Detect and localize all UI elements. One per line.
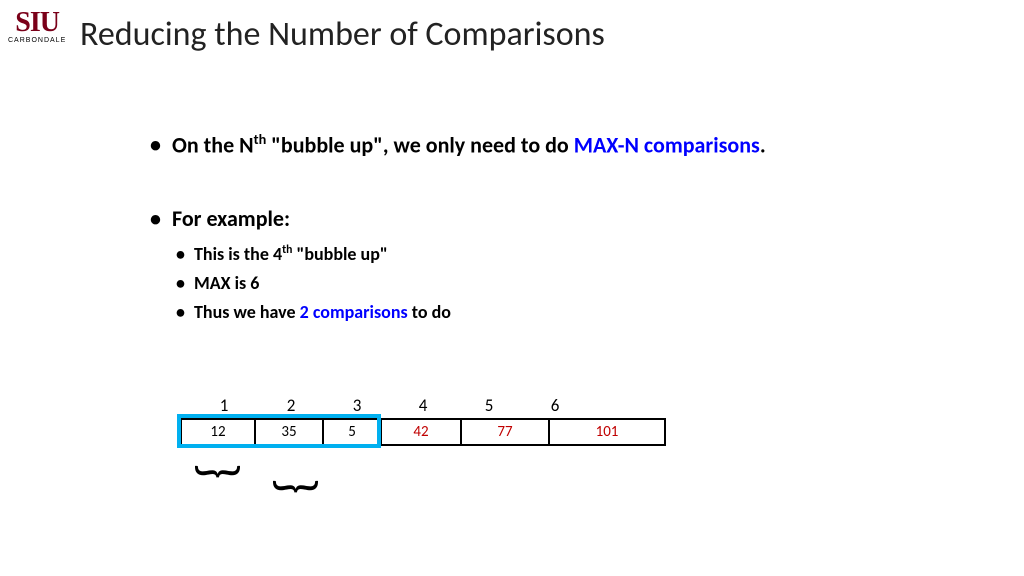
logo-main: SIU bbox=[8, 10, 66, 35]
page-title: Reducing the Number of Comparisons bbox=[80, 14, 605, 55]
array-cell: 35 bbox=[256, 420, 324, 444]
array-row: 123554277101 bbox=[180, 418, 666, 446]
sub-bullet-3: Thus we have 2 comparisons to do bbox=[150, 300, 850, 325]
bullet-1-text-post: . bbox=[760, 131, 766, 158]
array-cell: 42 bbox=[382, 420, 462, 444]
index-cell: 1 bbox=[190, 395, 258, 416]
sub-1-pre: This is the 4 bbox=[194, 243, 282, 265]
sub-1-post: "bubble up" bbox=[292, 243, 387, 265]
array-cell: 77 bbox=[462, 420, 550, 444]
comparison-brace: } bbox=[272, 478, 324, 494]
logo: SIU CARBONDALE bbox=[8, 10, 66, 44]
array-cell: 101 bbox=[550, 420, 664, 444]
sub-bullet-1: This is the 4th "bubble up" bbox=[150, 242, 850, 267]
index-cell: 5 bbox=[456, 395, 522, 416]
sub-3-post: to do bbox=[408, 301, 451, 323]
array-cell: 5 bbox=[324, 420, 382, 444]
sub-3-pre: Thus we have bbox=[194, 301, 300, 323]
index-row: 123456 bbox=[190, 395, 588, 416]
array-cell: 12 bbox=[182, 420, 256, 444]
comparison-brace: } bbox=[194, 463, 246, 479]
bullet-1-blue: MAX-N comparisons bbox=[574, 131, 760, 158]
bullet-1-text-pre: On the N bbox=[172, 131, 254, 158]
bullet-1: On the Nth "bubble up", we only need to … bbox=[150, 130, 850, 160]
bullet-1-sup: th bbox=[254, 130, 267, 148]
content-area: On the Nth "bubble up", we only need to … bbox=[150, 130, 850, 329]
index-cell: 4 bbox=[390, 395, 456, 416]
bullet-1-text-mid: "bubble up", we only need to do bbox=[266, 131, 573, 158]
logo-sub: CARBONDALE bbox=[8, 37, 66, 44]
index-cell: 6 bbox=[522, 395, 588, 416]
sub-3-blue: 2 comparisons bbox=[300, 301, 408, 323]
sub-bullet-2: MAX is 6 bbox=[150, 271, 850, 296]
sub-1-sup: th bbox=[282, 243, 292, 257]
index-cell: 3 bbox=[324, 395, 390, 416]
bullet-2: For example: bbox=[150, 204, 850, 234]
index-cell: 2 bbox=[258, 395, 324, 416]
